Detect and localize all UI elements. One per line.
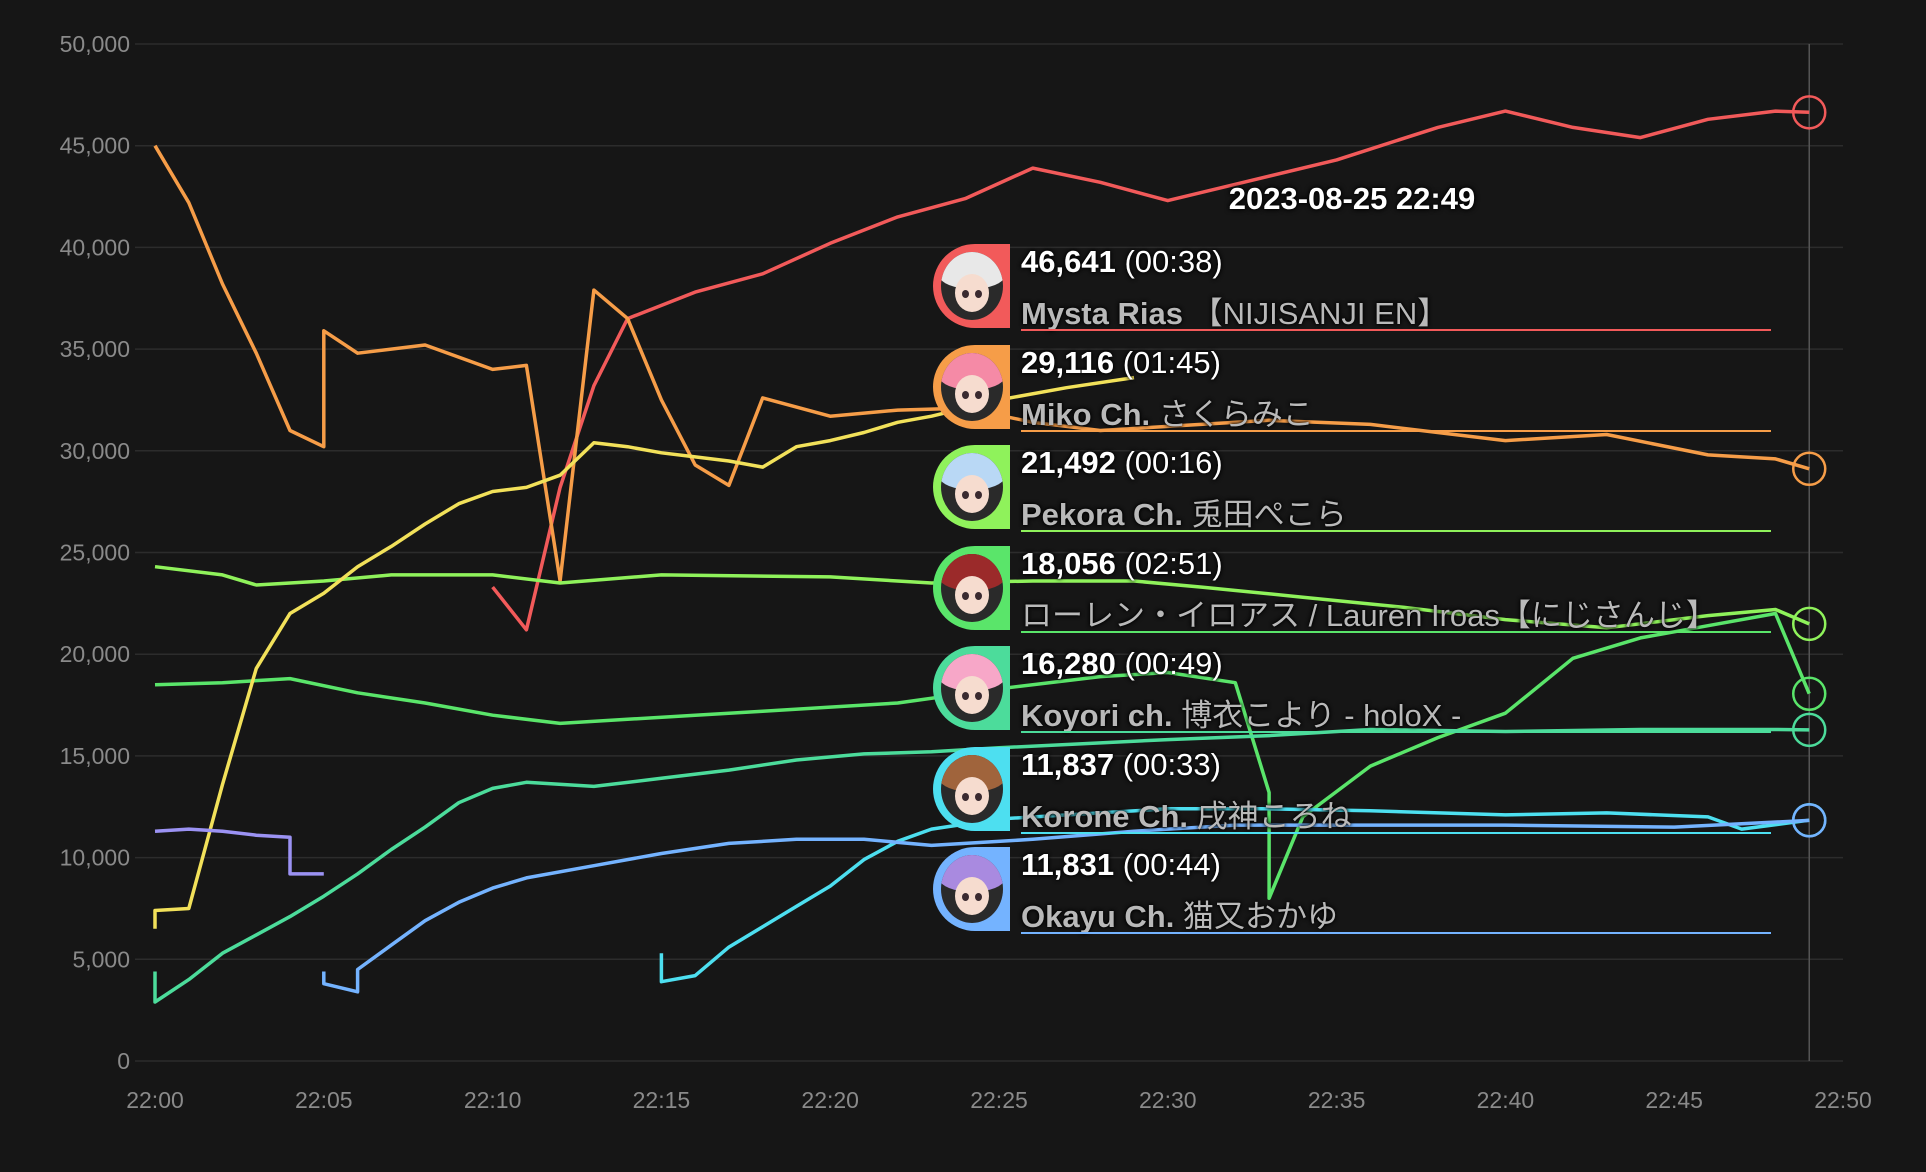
series-line — [153, 375, 1135, 929]
x-tick-label: 22:45 — [1645, 1087, 1703, 1113]
tooltip-date: 2023-08-25 22:49 — [1228, 181, 1476, 216]
y-tick-label: 50,000 — [60, 31, 130, 57]
x-tick-label: 22:25 — [970, 1087, 1028, 1113]
y-axis-ticks: 0 5,000 10,000 15,000 20,000 25,000 30,000 35,0… — [60, 31, 130, 1074]
tooltip-entry: 21,492 (00:16) Pekora Ch. 兎田ぺこら — [933, 441, 1771, 532]
tooltip-entry: 11,831 (00:44) Okayu Ch. 猫又おかゆ — [933, 843, 1771, 934]
cursor-markers — [1791, 95, 1827, 838]
tooltip-value: 18,056 (02:51) — [1021, 545, 1223, 581]
tooltip-value: 21,492 (00:16) — [1021, 445, 1223, 480]
avatar-lauren-icon — [933, 545, 1010, 630]
tooltip-entry: 16,280 (00:49) Koyori ch. 博衣こより - holoX - — [933, 642, 1771, 733]
y-tick-label: 15,000 — [60, 743, 130, 769]
tooltip-value: 29,116 (01:45) — [1021, 344, 1221, 380]
tooltip-value: 16,280 (00:49) — [1021, 646, 1223, 681]
series-line — [491, 109, 1810, 632]
tooltip-underline — [1021, 831, 1771, 834]
series-marker — [1791, 606, 1827, 642]
y-tick-label: 20,000 — [60, 641, 130, 667]
series-marker — [1791, 712, 1827, 748]
series-marker — [1791, 803, 1827, 838]
y-tick-label: 10,000 — [60, 845, 130, 871]
tooltip-underline — [1021, 630, 1771, 633]
tooltip-channel-name: Mysta Rias 【NIJISANJI EN】 — [1021, 296, 1449, 331]
series-line — [322, 818, 1810, 994]
y-tick-label: 40,000 — [60, 234, 130, 260]
series-marker — [1791, 676, 1827, 711]
tooltip-underline — [1021, 429, 1771, 432]
x-tick-label: 22:30 — [1139, 1087, 1197, 1113]
series-line — [154, 611, 1811, 901]
x-tick-label: 22:10 — [464, 1087, 522, 1113]
y-tick-label: 45,000 — [60, 133, 130, 159]
y-tick-label: 35,000 — [60, 336, 130, 362]
tooltip-value: 46,641 (00:38) — [1021, 244, 1223, 279]
tooltip-underline — [1021, 530, 1771, 532]
y-tick-label: 0 — [117, 1048, 130, 1074]
y-tick-label: 5,000 — [72, 946, 130, 972]
hover-tooltip: 2023-08-25 22:49 46,641 (00:38) Mysta Ria… — [933, 175, 1771, 940]
avatar-koyori-icon — [933, 646, 1010, 730]
tooltip-underline — [1021, 932, 1771, 934]
tooltip-value: 11,831 (00:44) — [1021, 847, 1221, 882]
x-tick-label: 22:00 — [126, 1087, 184, 1113]
tooltip-channel-name: Korone Ch. 戌神ころね — [1021, 798, 1352, 834]
x-axis-ticks: 22:00 22:05 22:10 22:15 22:20 22:25 22:30 22:35… — [126, 1087, 1872, 1113]
tooltip-entry: 46,641 (00:38) Mysta Rias 【NIJISANJI EN】 — [933, 240, 1771, 331]
tooltip-underline — [1021, 329, 1771, 331]
y-tick-label: 25,000 — [60, 540, 130, 566]
series-marker — [1791, 95, 1827, 130]
tooltip-channel-name: Pekora Ch. 兎田ぺこら — [1021, 497, 1347, 532]
avatar-mysta-icon — [933, 244, 1010, 328]
tooltip-entry: 29,116 (01:45) Miko Ch. さくらみこ — [933, 341, 1771, 432]
tooltip-entry: 11,837 (00:33) Korone Ch. 戌神ころね — [933, 743, 1771, 834]
x-tick-label: 22:05 — [295, 1087, 353, 1113]
x-tick-label: 22:40 — [1477, 1087, 1535, 1113]
tooltip-channel-name: Okayu Ch. 猫又おかゆ — [1021, 899, 1338, 934]
tooltip-channel-name: ローレン・イロアス / Lauren Iroas【にじさんじ】 — [1021, 597, 1717, 633]
tooltip-value: 11,837 (00:33) — [1021, 746, 1221, 782]
x-tick-label: 22:50 — [1814, 1087, 1872, 1113]
x-tick-label: 22:15 — [633, 1087, 691, 1113]
tooltip-underline — [1021, 731, 1771, 733]
avatar-miko-icon — [933, 344, 1010, 429]
series-marker — [1791, 451, 1827, 487]
y-tick-label: 30,000 — [60, 438, 130, 464]
series-line — [153, 144, 1810, 583]
avatar-korone-icon — [933, 746, 1010, 831]
tooltip-channel-name: Koyori ch. 博衣こより - holoX - — [1021, 698, 1462, 733]
avatar-okayu-icon — [933, 847, 1010, 931]
series-line — [154, 827, 324, 876]
avatar-pekora-icon — [933, 445, 1010, 529]
x-tick-label: 22:20 — [801, 1087, 859, 1113]
tooltip-channel-name: Miko Ch. さくらみこ — [1021, 396, 1314, 432]
tooltip-entry: 18,056 (02:51) ローレン・イロアス / Lauren Iroas【に… — [933, 542, 1771, 633]
x-tick-label: 22:35 — [1308, 1087, 1366, 1113]
